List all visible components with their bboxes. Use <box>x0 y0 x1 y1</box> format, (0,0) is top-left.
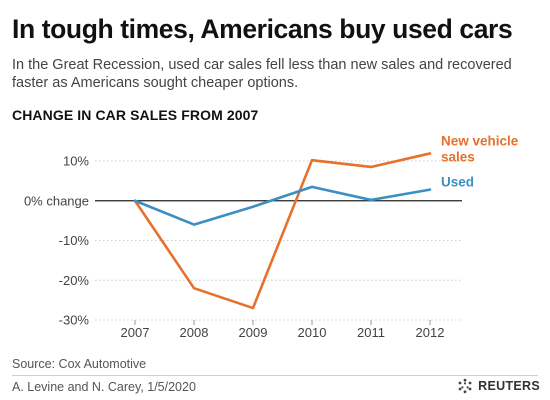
reuters-logo: REUTERS <box>457 378 540 394</box>
y-tick-label: -20% <box>59 273 90 288</box>
chart-title: In tough times, Americans buy used cars <box>12 14 513 44</box>
footer-divider <box>12 375 538 376</box>
y-tick-label: 10% <box>63 154 89 169</box>
x-tick-label: 2007 <box>121 325 150 340</box>
used-line <box>133 185 432 226</box>
chart-heading: CHANGE IN CAR SALES FROM 2007 <box>12 107 259 123</box>
reuters-dots-icon <box>458 378 472 394</box>
brand-name: REUTERS <box>478 379 540 393</box>
new-vehicle-sales-line <box>133 152 432 310</box>
used-label: Used <box>441 175 474 190</box>
y-tick-label: 0% change <box>24 193 89 208</box>
x-tick-label: 2009 <box>239 325 268 340</box>
x-tick-label: 2012 <box>416 325 445 340</box>
x-tick-label: 2010 <box>298 325 327 340</box>
y-tick-label: -10% <box>59 233 90 248</box>
new-vehicle-sales-label: New vehicle sales <box>441 133 519 164</box>
chart-subtitle: In the Great Recession, used car sales f… <box>12 57 512 91</box>
y-tick-label: -30% <box>59 313 90 328</box>
x-tick-label: 2011 <box>357 325 385 340</box>
credit-note: A. Levine and N. Carey, 1/5/2020 <box>12 380 196 394</box>
x-tick-label: 2008 <box>180 325 209 340</box>
source-note: Source: Cox Automotive <box>12 357 147 371</box>
